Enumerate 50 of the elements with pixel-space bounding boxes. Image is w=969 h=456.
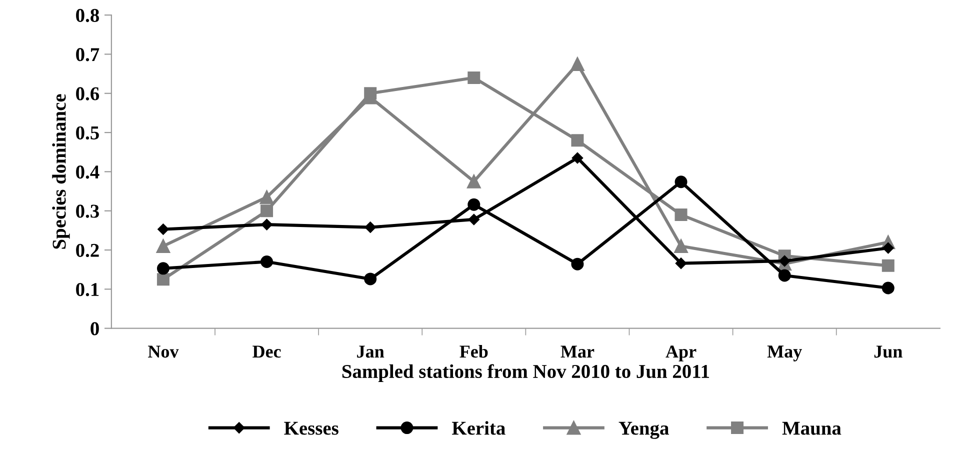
x-tick-label: May bbox=[767, 346, 802, 362]
x-tick-label: Dec bbox=[252, 346, 281, 358]
legend-label: Yenga bbox=[618, 422, 669, 439]
x-axis-title: Sampled stations from Nov 2010 to Jun 2011 bbox=[342, 364, 709, 382]
point bbox=[260, 256, 274, 268]
y-tick-label: 0.7 bbox=[76, 48, 100, 62]
x-tick-label: Mar bbox=[560, 346, 594, 358]
point bbox=[260, 204, 274, 218]
x-tick-label: Jan bbox=[357, 346, 384, 358]
x-tick-label: Jun bbox=[874, 346, 902, 358]
point bbox=[156, 262, 170, 275]
point bbox=[260, 190, 274, 204]
point bbox=[882, 259, 894, 272]
y-axis-title: Species dominance bbox=[52, 94, 70, 249]
y-tick-label: 0.2 bbox=[76, 244, 99, 258]
point bbox=[882, 282, 894, 294]
y-tick-label: 0.8 bbox=[76, 8, 99, 22]
point bbox=[674, 176, 688, 188]
x-tick-label: Nov bbox=[148, 346, 179, 358]
y-tick-label: 0.5 bbox=[76, 126, 99, 140]
point bbox=[364, 272, 377, 286]
point bbox=[158, 224, 169, 235]
x-tick-label: Feb bbox=[460, 344, 488, 358]
point bbox=[675, 258, 687, 269]
point bbox=[468, 71, 480, 84]
point bbox=[674, 208, 688, 222]
y-tick-label: 0.3 bbox=[76, 204, 99, 218]
legend-label: Kesses bbox=[284, 422, 338, 435]
x-tick-label: Apr bbox=[666, 346, 696, 362]
point bbox=[571, 134, 584, 147]
point bbox=[156, 239, 170, 254]
point bbox=[570, 57, 584, 71]
point bbox=[572, 152, 584, 164]
y-tick-label: 0 bbox=[90, 322, 99, 336]
y-tick-label: 0.6 bbox=[76, 87, 100, 100]
point bbox=[882, 242, 894, 254]
point bbox=[466, 174, 481, 188]
point bbox=[468, 198, 480, 211]
y-tick-label: 0.4 bbox=[76, 166, 100, 179]
point bbox=[778, 255, 790, 267]
y-tick-label: 0.1 bbox=[76, 282, 99, 296]
point bbox=[156, 273, 170, 286]
legend-label: Kerita bbox=[452, 421, 506, 435]
legend-label: Mauna bbox=[782, 422, 842, 435]
point bbox=[364, 222, 376, 233]
point bbox=[674, 239, 688, 254]
point bbox=[261, 218, 272, 230]
point bbox=[571, 258, 584, 270]
point bbox=[468, 214, 480, 226]
point bbox=[778, 269, 791, 282]
